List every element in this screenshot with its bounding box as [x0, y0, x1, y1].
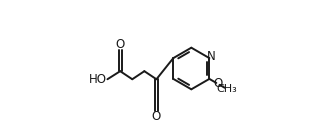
- Text: HO: HO: [89, 73, 107, 86]
- Text: CH₃: CH₃: [217, 84, 237, 94]
- Text: O: O: [116, 38, 125, 51]
- Text: N: N: [206, 50, 215, 63]
- Text: O: O: [213, 77, 222, 90]
- Text: O: O: [152, 110, 161, 123]
